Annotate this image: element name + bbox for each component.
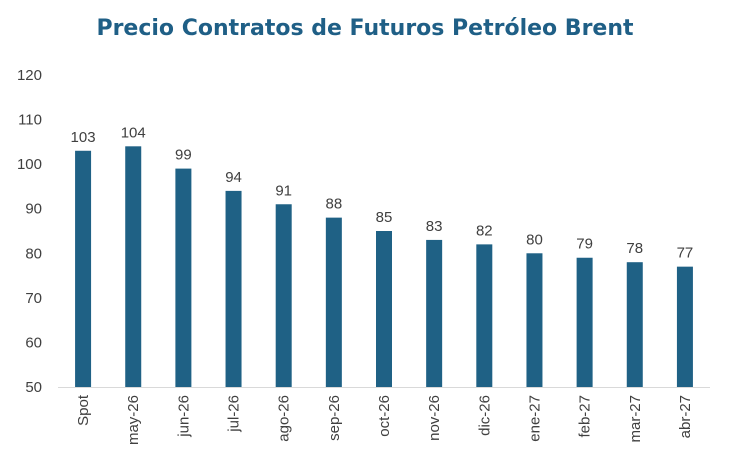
x-tick-label: ago-26 [276,395,293,442]
x-tick-label: oct-26 [376,395,393,437]
bar [626,262,643,387]
bar [325,217,342,387]
bar [676,266,693,387]
y-tick-label: 70 [25,290,42,307]
x-tick-label: nov-26 [426,395,443,441]
bar [225,190,242,387]
bar [75,150,92,387]
data-label: 80 [526,231,543,248]
data-label: 94 [225,169,242,186]
x-tick-label: ene-27 [526,395,543,442]
y-tick-label: 50 [25,379,42,396]
bar [376,231,392,387]
data-label: 99 [175,147,192,164]
y-tick-label: 120 [17,67,42,84]
x-tick-label: feb-27 [577,395,594,438]
x-tick-label: jul-26 [226,395,243,433]
bar [576,257,593,387]
data-label: 103 [71,129,96,146]
x-tick-label: Spot [75,394,92,426]
x-tick-label: abr-27 [677,395,694,438]
x-tick-label: dic-26 [476,395,493,436]
y-tick-label: 110 [18,112,42,129]
data-label: 91 [275,182,292,199]
chart-title: Precio Contratos de Futuros Petróleo Bre… [96,16,634,41]
bar [476,244,493,387]
bar [426,239,443,387]
x-tick-label: may-26 [125,395,142,445]
y-tick-label: 60 [25,334,42,351]
bar [125,146,142,387]
y-tick-label: 80 [25,245,42,262]
data-label: 88 [326,196,343,213]
x-tick-label: sep-26 [326,395,343,441]
data-label: 82 [476,222,493,239]
x-tick-label: jun-26 [175,395,192,438]
data-label: 78 [626,240,643,257]
bar [275,204,292,387]
x-tick-label: mar-27 [627,395,644,443]
y-tick-label: 100 [17,156,42,173]
data-label: 85 [376,209,393,226]
data-label: 104 [121,124,146,141]
data-label: 83 [426,218,443,235]
bar [526,253,543,387]
y-tick-label: 90 [25,201,42,218]
data-label: 79 [576,236,593,253]
bar [175,168,192,387]
data-label: 77 [677,245,694,262]
